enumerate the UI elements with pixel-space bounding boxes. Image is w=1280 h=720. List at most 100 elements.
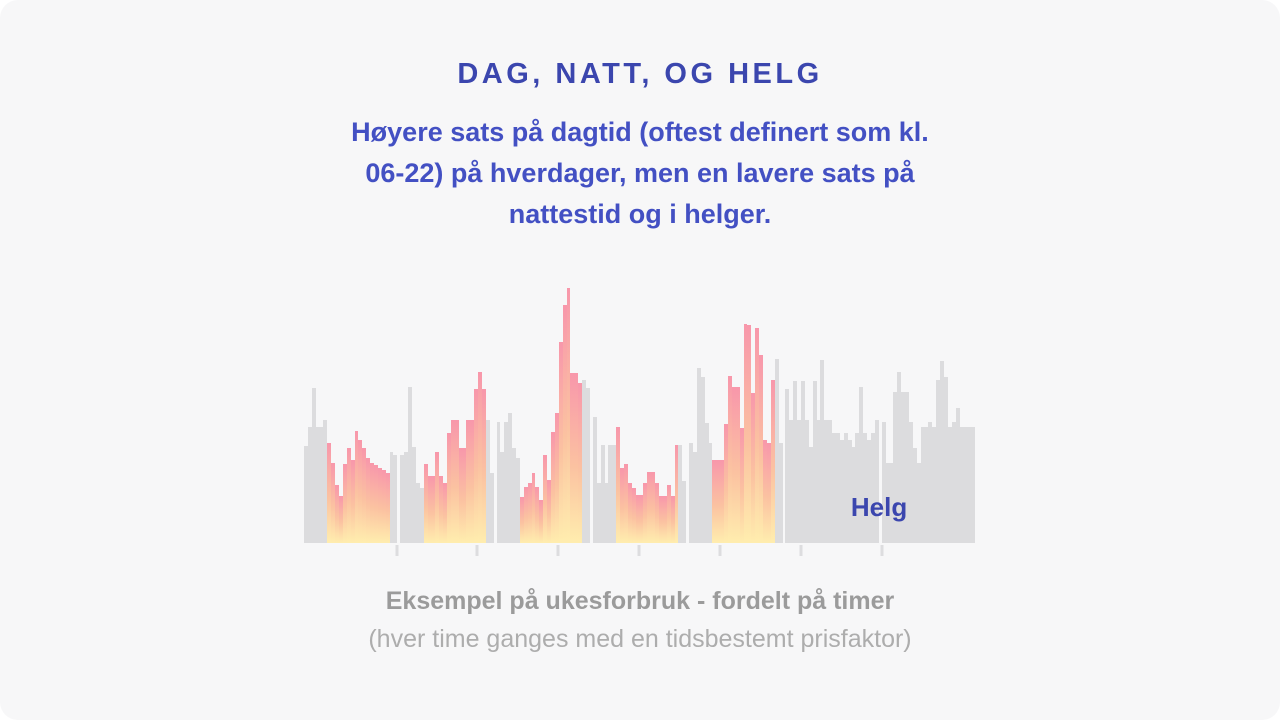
hour-bar-night-rate <box>504 422 509 543</box>
hour-bar-night-rate <box>400 455 405 543</box>
hour-bar-night-rate <box>835 433 840 543</box>
day-group-weekend-saturday <box>785 283 879 543</box>
hour-bar-day-rate <box>523 487 528 543</box>
hour-bar-night-rate <box>943 377 948 543</box>
hour-bar-night-rate <box>678 445 683 543</box>
hour-bar-day-rate <box>478 372 482 543</box>
hour-bar-day-rate <box>639 495 644 543</box>
hour-bar-night-rate <box>940 361 944 543</box>
hour-bar-day-rate <box>558 342 563 543</box>
hour-bar-day-rate <box>350 460 355 543</box>
hour-bar-day-rate <box>481 389 486 543</box>
hour-bar-night-rate <box>824 420 829 543</box>
hour-bar-day-rate <box>539 500 544 543</box>
hour-bar-night-rate <box>971 427 976 543</box>
hour-bar-night-rate <box>812 381 817 543</box>
hour-bar-day-rate <box>346 448 351 543</box>
axis-tick <box>395 545 399 556</box>
hour-bar-day-rate <box>647 472 652 543</box>
hour-bar-night-rate <box>847 440 852 543</box>
hour-bar-day-rate <box>666 485 671 543</box>
hour-bar-night-rate <box>897 372 902 543</box>
hour-bar-night-rate <box>608 445 613 543</box>
hour-bar-night-rate <box>928 422 933 543</box>
hour-bar-night-rate <box>393 455 398 543</box>
hour-bar-day-rate <box>547 480 552 543</box>
hour-bar-night-rate <box>859 387 864 543</box>
hour-bar-night-rate <box>512 448 517 543</box>
hour-bar-day-rate <box>739 428 744 543</box>
hour-bar-night-rate <box>516 458 520 543</box>
hour-bar-night-rate <box>912 448 917 543</box>
hour-bar-day-rate <box>578 383 583 543</box>
axis-tick <box>556 545 560 556</box>
hour-bar-day-rate <box>643 483 648 543</box>
axis-tick <box>880 545 884 556</box>
hour-bar-night-rate <box>489 473 494 543</box>
hour-bar-day-rate <box>362 448 367 543</box>
hour-bar-day-rate <box>620 468 624 543</box>
hour-bar-day-rate <box>458 448 463 543</box>
hour-bar-night-rate <box>304 446 308 543</box>
chart-caption-note: (hver time ganges med en tidsbestemt pri… <box>368 625 912 653</box>
bar-chart <box>304 283 976 543</box>
hour-bar-night-rate <box>500 452 505 543</box>
axis-tick <box>475 545 479 556</box>
hour-bar-night-rate <box>311 388 316 543</box>
hour-bar-day-rate <box>385 473 390 543</box>
hour-bar-day-rate <box>770 380 775 543</box>
hour-bar-night-rate <box>871 433 875 543</box>
hour-bar-day-rate <box>743 324 748 543</box>
hour-bar-day-rate <box>566 288 571 543</box>
hour-bar-day-rate <box>728 376 732 543</box>
hour-bar-night-rate <box>867 440 871 543</box>
hour-bar-day-rate <box>631 488 636 543</box>
hour-bar-night-rate <box>778 443 783 543</box>
hour-bar-day-rate <box>724 424 729 543</box>
hour-bar-day-rate <box>554 413 559 543</box>
hour-bar-day-rate <box>454 420 459 543</box>
hour-bar-day-rate <box>651 472 656 543</box>
hour-bar-day-rate <box>763 440 767 543</box>
hour-bar-night-rate <box>389 452 394 543</box>
hour-bar-night-rate <box>319 427 324 543</box>
hour-bar-day-rate <box>427 476 432 543</box>
hour-bar-night-rate <box>419 488 424 543</box>
hour-bar-night-rate <box>851 447 856 543</box>
hour-bar-night-rate <box>905 392 909 543</box>
hour-bar-night-rate <box>415 483 420 543</box>
hour-bar-night-rate <box>885 463 890 543</box>
hour-bar-day-rate <box>431 476 436 543</box>
page-subtitle: Høyere sats på dagtid (oftest definert s… <box>351 117 929 229</box>
hour-bar-night-rate <box>600 445 605 543</box>
hour-bar-day-rate <box>446 433 451 543</box>
hour-bar-day-rate <box>731 387 736 543</box>
hour-bar-night-rate <box>881 422 886 543</box>
hour-bar-night-rate <box>820 360 825 543</box>
hour-bar-night-rate <box>592 417 597 543</box>
hour-bar-night-rate <box>908 422 913 543</box>
hour-bar-day-rate <box>535 487 540 543</box>
hour-bar-night-rate <box>816 420 821 543</box>
hour-bar-night-rate <box>963 427 968 543</box>
day-group-weekday-4 <box>592 283 687 543</box>
hour-bar-night-rate <box>839 440 844 543</box>
hour-bar-night-rate <box>804 420 809 543</box>
hour-bar-night-rate <box>832 433 836 543</box>
hour-bar-night-rate <box>955 408 960 543</box>
hour-bar-day-rate <box>423 464 428 543</box>
hour-bar-day-rate <box>655 483 659 543</box>
hour-bar-night-rate <box>496 422 501 543</box>
hour-bar-night-rate <box>612 445 617 543</box>
hour-bar-night-rate <box>893 392 898 543</box>
hour-bar-day-rate <box>474 389 479 543</box>
hour-bar-day-rate <box>716 460 721 543</box>
hour-bar-day-rate <box>339 496 343 543</box>
hour-bar-day-rate <box>755 328 760 543</box>
hour-bar-day-rate <box>720 460 725 543</box>
hour-bar-night-rate <box>808 447 813 543</box>
chart-caption: Eksempel på ukesforbruk - fordelt på tim… <box>385 587 895 615</box>
hour-bar-night-rate <box>889 463 894 543</box>
hour-bar-day-rate <box>551 432 555 543</box>
